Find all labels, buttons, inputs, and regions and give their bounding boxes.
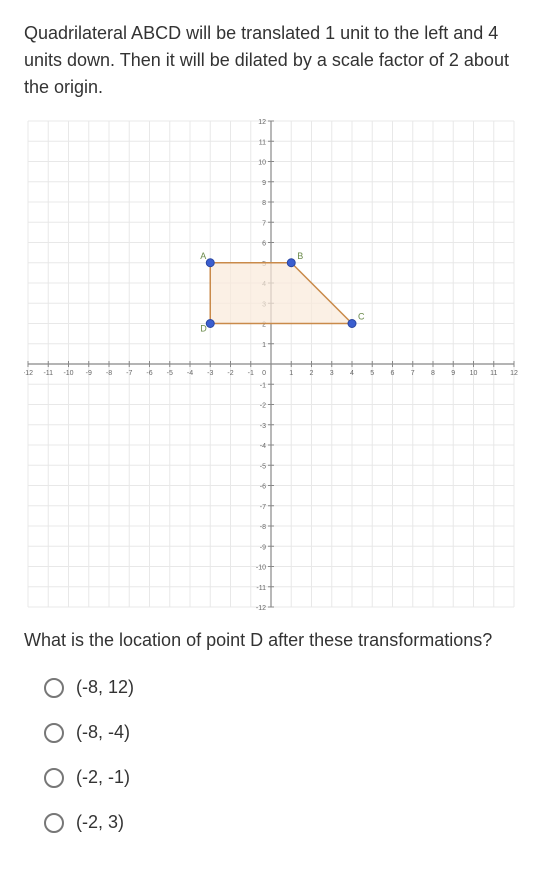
svg-text:-3: -3 (260, 423, 266, 430)
svg-text:10: 10 (470, 370, 478, 377)
svg-text:2: 2 (310, 370, 314, 377)
svg-text:-1: -1 (260, 382, 266, 389)
svg-text:-10: -10 (256, 565, 266, 572)
svg-text:4: 4 (350, 370, 354, 377)
answer-options: (-8, 12) (-8, -4) (-2, -1) (-2, 3) (24, 674, 518, 836)
svg-text:-10: -10 (63, 370, 73, 377)
svg-text:1: 1 (289, 370, 293, 377)
svg-text:9: 9 (262, 180, 266, 187)
svg-text:6: 6 (262, 241, 266, 248)
radio-icon (44, 678, 64, 698)
svg-text:-9: -9 (86, 370, 92, 377)
svg-text:8: 8 (431, 370, 435, 377)
svg-text:6: 6 (391, 370, 395, 377)
svg-text:-6: -6 (146, 370, 152, 377)
svg-text:D: D (200, 324, 207, 334)
option-c[interactable]: (-2, -1) (44, 764, 518, 791)
radio-icon (44, 813, 64, 833)
svg-text:-4: -4 (187, 370, 193, 377)
svg-text:-7: -7 (260, 504, 266, 511)
svg-text:9: 9 (451, 370, 455, 377)
svg-text:-8: -8 (106, 370, 112, 377)
option-label: (-2, -1) (76, 764, 130, 791)
svg-text:5: 5 (370, 370, 374, 377)
svg-text:-1: -1 (248, 370, 254, 377)
svg-text:0: 0 (262, 370, 266, 377)
svg-text:-12: -12 (256, 605, 266, 611)
option-label: (-8, 12) (76, 674, 134, 701)
question-followup: What is the location of point D after th… (24, 627, 518, 654)
question-prompt: Quadrilateral ABCD will be translated 1 … (24, 20, 518, 101)
svg-text:-11: -11 (256, 585, 266, 592)
svg-text:-4: -4 (260, 443, 266, 450)
svg-text:3: 3 (330, 370, 334, 377)
radio-icon (44, 723, 64, 743)
svg-text:-8: -8 (260, 524, 266, 531)
svg-text:7: 7 (262, 220, 266, 227)
svg-text:8: 8 (262, 200, 266, 207)
svg-text:12: 12 (258, 119, 266, 126)
option-d[interactable]: (-2, 3) (44, 809, 518, 836)
svg-text:-12: -12 (24, 370, 33, 377)
svg-text:11: 11 (259, 139, 266, 146)
svg-text:-3: -3 (207, 370, 213, 377)
svg-text:-5: -5 (260, 463, 266, 470)
svg-text:11: 11 (490, 370, 497, 377)
svg-text:-9: -9 (260, 544, 266, 551)
svg-text:-2: -2 (260, 403, 266, 410)
svg-text:A: A (200, 251, 206, 261)
option-a[interactable]: (-8, 12) (44, 674, 518, 701)
option-label: (-2, 3) (76, 809, 124, 836)
svg-text:1: 1 (262, 342, 266, 349)
svg-text:-2: -2 (227, 370, 233, 377)
svg-text:10: 10 (258, 160, 266, 167)
svg-text:-5: -5 (167, 370, 173, 377)
option-label: (-8, -4) (76, 719, 130, 746)
svg-text:-6: -6 (260, 484, 266, 491)
svg-text:-7: -7 (126, 370, 132, 377)
svg-text:B: B (297, 251, 303, 261)
svg-text:7: 7 (411, 370, 415, 377)
svg-text:-11: -11 (43, 370, 53, 377)
svg-text:C: C (358, 312, 365, 322)
svg-text:12: 12 (510, 370, 518, 377)
option-b[interactable]: (-8, -4) (44, 719, 518, 746)
radio-icon (44, 768, 64, 788)
coordinate-graph: -12-11-10-9-8-7-6-5-4-3-2-11234567891011… (24, 117, 518, 611)
